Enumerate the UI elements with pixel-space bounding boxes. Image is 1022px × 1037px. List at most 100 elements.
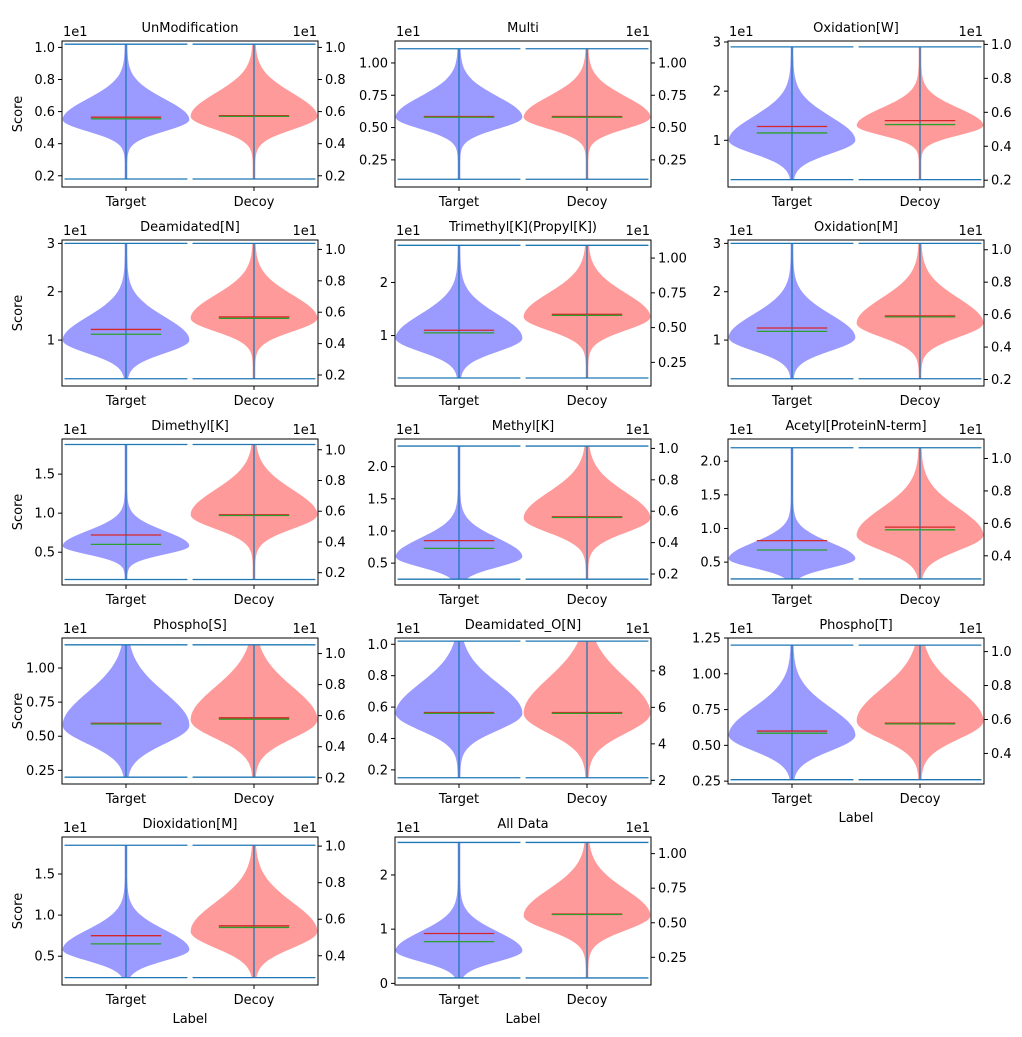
x-tick-label: Decoy bbox=[567, 394, 608, 409]
axes-frame bbox=[394, 836, 652, 986]
y-tick-label: 1.0 bbox=[367, 638, 388, 653]
y2-tick-label: 0.4 bbox=[991, 549, 1012, 564]
y2-tick-label: 0.4 bbox=[991, 747, 1012, 762]
y2-tick-label: 0.6 bbox=[325, 306, 346, 321]
y2-tick-label: 1.0 bbox=[325, 647, 346, 662]
y2-tick-label: 0.2 bbox=[991, 174, 1012, 189]
axes-frame bbox=[394, 438, 652, 586]
y2-tick-label: 0.8 bbox=[325, 474, 346, 489]
x-axis-label: Label bbox=[838, 811, 873, 826]
y2-tick-label: 0.4 bbox=[325, 337, 346, 352]
y-tick-label: 0.75 bbox=[692, 703, 721, 718]
panel-title: Phospho[S] bbox=[153, 618, 227, 633]
y2-tick-label: 1.0 bbox=[325, 840, 346, 855]
panel-title: Trimethyl[K](Propyl[K]) bbox=[448, 220, 597, 235]
y-tick-label: 0.25 bbox=[359, 153, 388, 168]
y2-tick-label: 1.0 bbox=[658, 442, 679, 457]
y-multiplier: 1e1 bbox=[63, 423, 88, 438]
y-multiplier: 1e1 bbox=[729, 25, 754, 40]
y2-multiplier: 1e1 bbox=[625, 423, 650, 438]
y2-multiplier: 1e1 bbox=[625, 25, 650, 40]
axes-frame bbox=[394, 239, 652, 387]
y-tick-label: 0.75 bbox=[26, 696, 55, 711]
x-tick-label: Decoy bbox=[900, 593, 941, 608]
x-tick-label: Target bbox=[771, 792, 812, 807]
x-tick-label: Target bbox=[105, 792, 146, 807]
x-tick-label: Decoy bbox=[234, 195, 275, 210]
y-tick-label: 0.50 bbox=[26, 730, 55, 745]
y2-tick-label: 1.0 bbox=[325, 443, 346, 458]
y2-tick-label: 0.8 bbox=[991, 72, 1012, 87]
y-tick-label: 0 bbox=[380, 977, 388, 992]
y-axis-label: Score bbox=[11, 893, 26, 929]
y-tick-label: 0.8 bbox=[34, 73, 55, 88]
y2-multiplier: 1e1 bbox=[292, 821, 317, 836]
panel-trimethyl-k-propyl-k: 1 2 0.25 0.50 0.75 1.00 Target Decoy 1e1 1e1 Trime… bbox=[380, 220, 687, 409]
y2-multiplier: 1e1 bbox=[292, 224, 317, 239]
y-tick-label: 1 bbox=[47, 334, 55, 349]
y2-tick-label: 0.75 bbox=[658, 286, 687, 301]
y2-tick-label: 0.6 bbox=[325, 105, 346, 120]
x-tick-label: Decoy bbox=[567, 593, 608, 608]
y-tick-label: 0.25 bbox=[692, 775, 721, 790]
axes-frame bbox=[61, 836, 319, 986]
y2-tick-label: 0.4 bbox=[325, 535, 346, 550]
y-multiplier: 1e1 bbox=[729, 224, 754, 239]
y-tick-label: 0.50 bbox=[692, 739, 721, 754]
y-tick-label: 1.5 bbox=[34, 868, 55, 883]
x-tick-label: Target bbox=[105, 195, 146, 210]
y-tick-label: 1.5 bbox=[367, 492, 388, 507]
y-tick-label: 0.25 bbox=[26, 764, 55, 779]
axes-frame bbox=[394, 637, 652, 785]
y2-multiplier: 1e1 bbox=[292, 622, 317, 637]
y-multiplier: 1e1 bbox=[63, 25, 88, 40]
y2-tick-label: 6 bbox=[658, 701, 666, 716]
y2-tick-label: 0.75 bbox=[658, 89, 687, 104]
y2-tick-label: 0.50 bbox=[658, 321, 687, 336]
y-multiplier: 1e1 bbox=[396, 821, 421, 836]
y2-tick-label: 0.2 bbox=[325, 771, 346, 786]
x-axis-label: Label bbox=[505, 1012, 540, 1027]
axes-frame bbox=[61, 239, 319, 387]
y2-multiplier: 1e1 bbox=[958, 224, 983, 239]
y2-tick-label: 1.0 bbox=[325, 41, 346, 56]
y-tick-label: 1 bbox=[713, 334, 721, 349]
y2-tick-label: 0.2 bbox=[658, 568, 679, 583]
y2-tick-label: 0.6 bbox=[325, 505, 346, 520]
y2-tick-label: 0.8 bbox=[325, 73, 346, 88]
panel-title: Deamidated[N] bbox=[140, 220, 240, 235]
y2-tick-label: 0.8 bbox=[991, 679, 1012, 694]
x-tick-label: Target bbox=[105, 593, 146, 608]
y2-tick-label: 1.0 bbox=[991, 645, 1012, 660]
axes-frame bbox=[61, 40, 319, 188]
x-tick-label: Target bbox=[105, 993, 146, 1008]
x-tick-label: Target bbox=[771, 195, 812, 210]
y2-tick-label: 1.00 bbox=[658, 252, 687, 267]
y2-tick-label: 1.0 bbox=[991, 38, 1012, 53]
y-tick-label: 1 bbox=[380, 329, 388, 344]
y-tick-label: 2.0 bbox=[700, 455, 721, 470]
y-tick-label: 0.4 bbox=[367, 732, 388, 747]
y2-tick-label: 1.0 bbox=[991, 243, 1012, 258]
x-tick-label: Target bbox=[105, 394, 146, 409]
y2-multiplier: 1e1 bbox=[958, 25, 983, 40]
panel-methyl-k: 0.5 1.0 1.5 2.0 0.2 0.4 0.6 0.8 1.0 Target Decoy 1e… bbox=[367, 419, 678, 608]
y2-tick-label: 0.50 bbox=[658, 916, 687, 931]
y-multiplier: 1e1 bbox=[396, 25, 421, 40]
x-tick-label: Decoy bbox=[234, 394, 275, 409]
panel-title: Dioxidation[M] bbox=[143, 817, 238, 832]
y-tick-label: 1.5 bbox=[700, 488, 721, 503]
x-tick-label: Target bbox=[438, 394, 479, 409]
y2-tick-label: 0.8 bbox=[991, 276, 1012, 291]
y2-tick-label: 0.75 bbox=[658, 882, 687, 897]
y-tick-label: 0.50 bbox=[359, 121, 388, 136]
x-tick-label: Decoy bbox=[567, 993, 608, 1008]
panel-title: All Data bbox=[497, 817, 548, 832]
panel-title: Methyl[K] bbox=[492, 419, 555, 434]
y-multiplier: 1e1 bbox=[396, 423, 421, 438]
y2-tick-label: 0.2 bbox=[325, 169, 346, 184]
y-tick-label: 1.0 bbox=[34, 41, 55, 56]
y2-tick-label: 0.25 bbox=[658, 153, 687, 168]
y2-multiplier: 1e1 bbox=[292, 423, 317, 438]
